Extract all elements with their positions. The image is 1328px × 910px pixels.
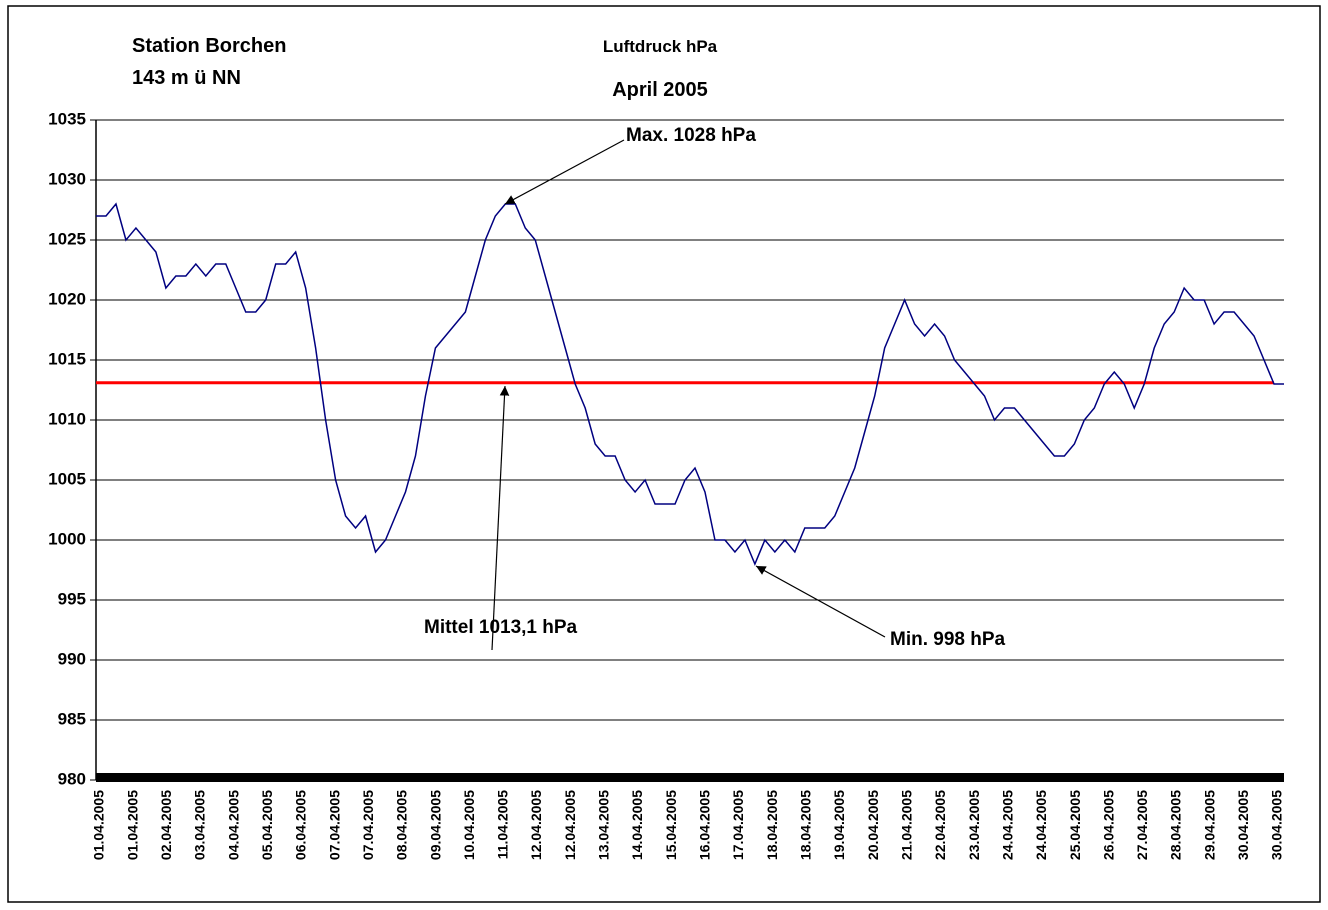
x-tick-label: 20.04.2005 [865, 790, 881, 860]
x-tick-label: 18.04.2005 [798, 790, 814, 860]
x-tick-label: 01.04.2005 [91, 790, 107, 860]
x-tick-label: 23.04.2005 [966, 790, 982, 860]
x-tick-label: 03.04.2005 [192, 790, 208, 860]
chart-subtitle: April 2005 [612, 79, 708, 101]
station-altitude: 143 m ü NN [132, 67, 241, 89]
x-tick-label: 12.04.2005 [528, 790, 544, 860]
arrow [491, 385, 510, 651]
x-tick-label: 10.04.2005 [461, 790, 477, 860]
x-tick-label: 13.04.2005 [596, 790, 612, 860]
annotation: Mittel 1013,1 hPa [424, 617, 578, 638]
x-tick-label: 27.04.2005 [1134, 790, 1150, 860]
x-tick-label: 17.04.2005 [730, 790, 746, 860]
x-tick-label: 16.04.2005 [697, 790, 713, 860]
x-tick-label: 19.04.2005 [831, 790, 847, 860]
y-tick-label: 1025 [48, 229, 86, 248]
y-tick-label: 985 [58, 709, 86, 728]
arrow [504, 139, 625, 205]
x-tick-label: 18.04.2005 [764, 790, 780, 860]
y-tick-label: 1035 [48, 109, 86, 128]
y-tick-label: 995 [58, 589, 86, 608]
y-tick-label: 1000 [48, 529, 86, 548]
x-tick-label: 05.04.2005 [259, 790, 275, 860]
x-tick-label: 15.04.2005 [663, 790, 679, 860]
x-tick-label: 11.04.2005 [495, 790, 511, 860]
y-tick-label: 980 [58, 769, 86, 788]
x-tick-label: 24.04.2005 [1033, 790, 1049, 860]
y-tick-label: 1020 [48, 289, 86, 308]
x-tick-label: 12.04.2005 [562, 790, 578, 860]
y-tick-label: 1010 [48, 409, 86, 428]
annotations: Max. 1028 hPa Mittel 1013,1 hPa Min. 998… [424, 125, 1006, 651]
station-name: Station Borchen [132, 35, 286, 57]
x-tick-label: 30.04.2005 [1269, 790, 1285, 860]
x-tick-label: 21.04.2005 [898, 790, 914, 860]
x-tick-label: 26.04.2005 [1100, 790, 1116, 860]
x-tick-label: 09.04.2005 [427, 790, 443, 860]
annotation: Max. 1028 hPa [626, 125, 756, 146]
x-tick-label: 08.04.2005 [394, 790, 410, 860]
x-tick-label: 07.04.2005 [326, 790, 342, 860]
y-tick-label: 1030 [48, 169, 86, 188]
x-tick-label: 06.04.2005 [293, 790, 309, 860]
y-tick-label: 1015 [48, 349, 86, 368]
x-tick-label: 29.04.2005 [1201, 790, 1217, 860]
x-tick-label: 01.04.2005 [124, 790, 140, 860]
plot-background [96, 120, 1284, 780]
plot-area: 980 985 990 995 1000 1005 1010 1015 1020 1025 1030… [48, 109, 1285, 860]
frame [7, 5, 1321, 903]
x-axis-ticks [96, 773, 1284, 782]
arrow [755, 565, 886, 638]
x-tick-label: 30.04.2005 [1235, 790, 1251, 860]
x-tick-label: 14.04.2005 [629, 790, 645, 860]
x-tick-label: 28.04.2005 [1168, 790, 1184, 860]
y-tick-label: 990 [58, 649, 86, 668]
x-tick-label: 02.04.2005 [158, 790, 174, 860]
chart-title: Luftdruck hPa [603, 37, 718, 56]
x-tick-label: 24.04.2005 [999, 790, 1015, 860]
line [96, 202, 1284, 566]
x-tick-label: 04.04.2005 [225, 790, 241, 860]
x-tick-label: 22.04.2005 [932, 790, 948, 860]
x-tick-label: 07.04.2005 [360, 790, 376, 860]
annotation: Min. 998 hPa [890, 629, 1006, 650]
x-tick-label: 25.04.2005 [1067, 790, 1083, 860]
y-tick-label: 1005 [48, 469, 86, 488]
